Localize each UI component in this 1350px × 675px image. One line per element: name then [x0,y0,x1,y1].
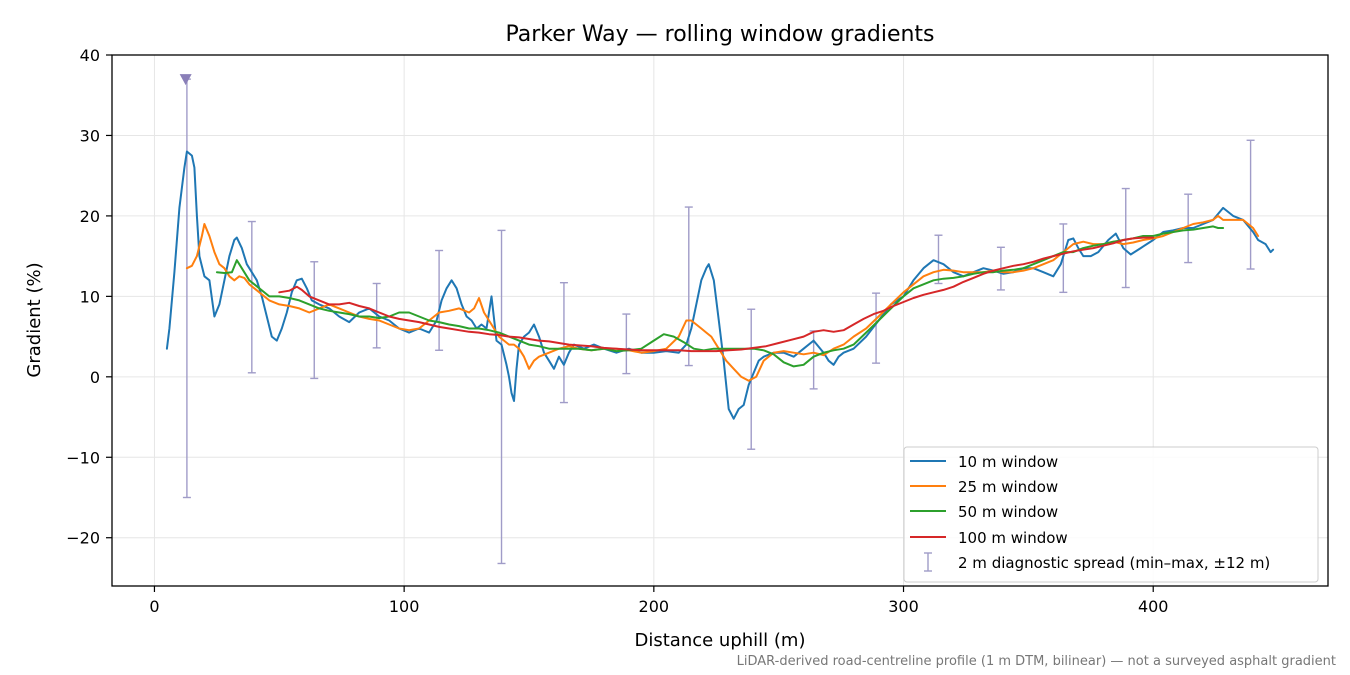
error-bar [310,261,319,380]
error-bar [247,220,256,374]
legend-label-25m: 25 m window [958,478,1058,496]
error-bar [559,281,568,404]
x-tick-label: 300 [888,597,919,616]
axis-ticks: 0 100 200 300 400 −20 −10 0 10 20 30 40 [66,46,1168,616]
x-tick-label: 100 [389,597,420,616]
error-bar [684,206,693,367]
y-tick-label: 30 [80,126,100,145]
series-line-1 [185,214,1260,382]
error-bar [872,292,881,364]
x-tick-label: 400 [1138,597,1169,616]
y-tick-label: −10 [66,448,100,467]
x-tick-label: 200 [639,597,670,616]
plot-frame [111,54,1329,587]
error-bar [1121,187,1130,289]
series-line-3 [278,236,1155,353]
series-lines [165,150,1275,420]
y-tick-label: 0 [90,368,100,387]
error-bar [1246,139,1255,270]
y-tick-label: 40 [80,46,100,65]
error-bar [435,249,444,351]
legend-label-100m: 100 m window [958,529,1068,547]
error-bars [179,74,1255,565]
error-bar [182,78,191,499]
series-line-0 [165,150,1275,420]
error-bar [622,313,631,375]
y-tick-label: 10 [80,287,100,306]
legend-box [903,446,1319,583]
legend-label-10m: 10 m window [958,453,1058,471]
legend-label-50m: 50 m window [958,503,1058,521]
footnote: LiDAR-derived road-centreline profile (1… [737,654,1336,669]
y-tick-label: 20 [80,207,100,226]
legend-label-errorbar: 2 m diagnostic spread (min–max, ±12 m) [958,554,1270,572]
chart-title: Parker Way — rolling window gradients [505,22,934,47]
legend-swatch-errorbar [924,552,932,572]
clip-marker [179,74,192,86]
legend: 10 m window 25 m window 50 m window 100 … [903,446,1319,583]
series-line-2 [215,225,1225,368]
y-tick-label: −20 [66,529,100,548]
y-axis-label: Gradient (%) [24,262,45,377]
x-tick-label: 0 [149,597,159,616]
error-bar [934,234,943,285]
x-axis-label: Distance uphill (m) [635,630,806,651]
error-bar [497,229,506,565]
